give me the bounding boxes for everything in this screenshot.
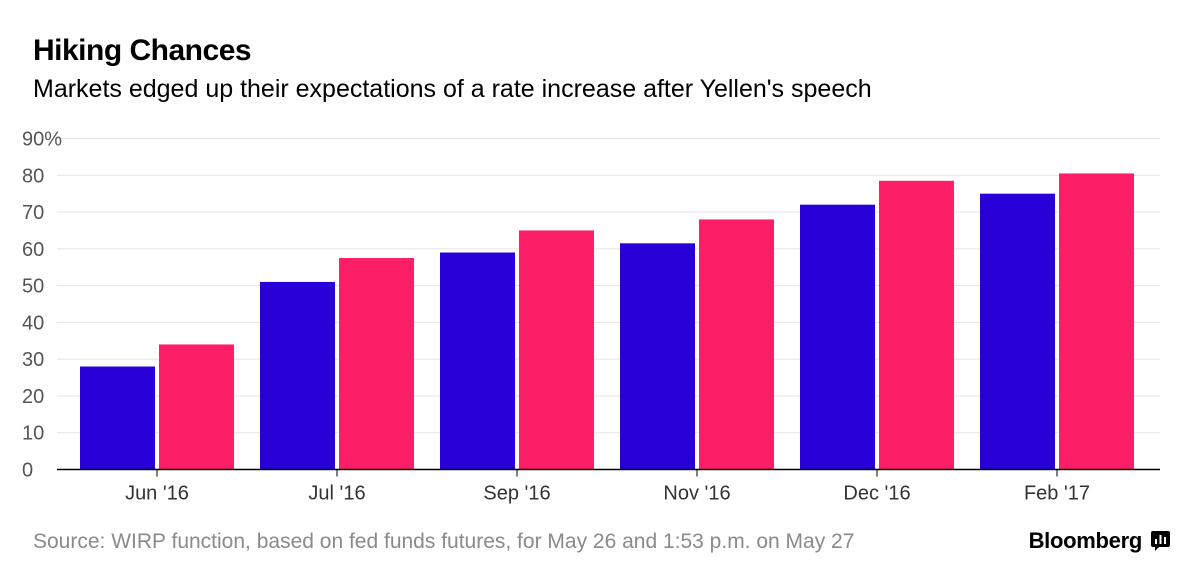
bloomberg-terminal-icon	[1151, 531, 1170, 551]
x-tick-label: Jul '16	[308, 483, 365, 505]
bar-2	[519, 230, 594, 470]
bar-1	[800, 204, 875, 470]
bloomberg-logo: Bloomberg	[1028, 528, 1143, 553]
y-tick-label: 90%	[22, 129, 62, 151]
y-tick-label: 80	[22, 165, 44, 187]
y-tick-label: 0	[22, 460, 33, 482]
x-tick-label: Jun '16	[125, 483, 189, 505]
y-tick-label: 50	[22, 276, 44, 298]
bar-chart: 0 10 20 30 40 50 60 70 80 90% Jun '16 Jul '16 Sep '1…	[22, 129, 1160, 505]
x-tick-label: Nov '16	[663, 483, 730, 505]
x-tick-label: Sep '16	[483, 483, 550, 505]
bar-2	[339, 258, 414, 470]
x-tick-label: Dec '16	[843, 483, 910, 505]
x-tick-label: Feb '17	[1024, 483, 1090, 505]
bar-2	[159, 344, 234, 470]
bar-2	[699, 219, 774, 470]
source-note: Source: WIRP function, based on fed fund…	[33, 530, 855, 553]
chart-subtitle: Markets edged up their expectations of a…	[33, 75, 872, 103]
chart-title: Hiking Chances	[33, 34, 252, 67]
bar-1	[260, 281, 335, 470]
bar-2	[1059, 173, 1134, 470]
bar-2	[879, 180, 954, 470]
y-tick-label: 30	[22, 349, 44, 371]
bar-1	[440, 252, 515, 470]
y-tick-label: 20	[22, 386, 44, 408]
bar-1	[620, 243, 695, 470]
y-tick-label: 60	[22, 239, 44, 261]
y-tick-label: 10	[22, 423, 44, 445]
y-tick-label: 70	[22, 202, 44, 224]
y-tick-label: 40	[22, 312, 44, 334]
bar-1	[980, 193, 1055, 470]
bar-1	[80, 366, 155, 470]
